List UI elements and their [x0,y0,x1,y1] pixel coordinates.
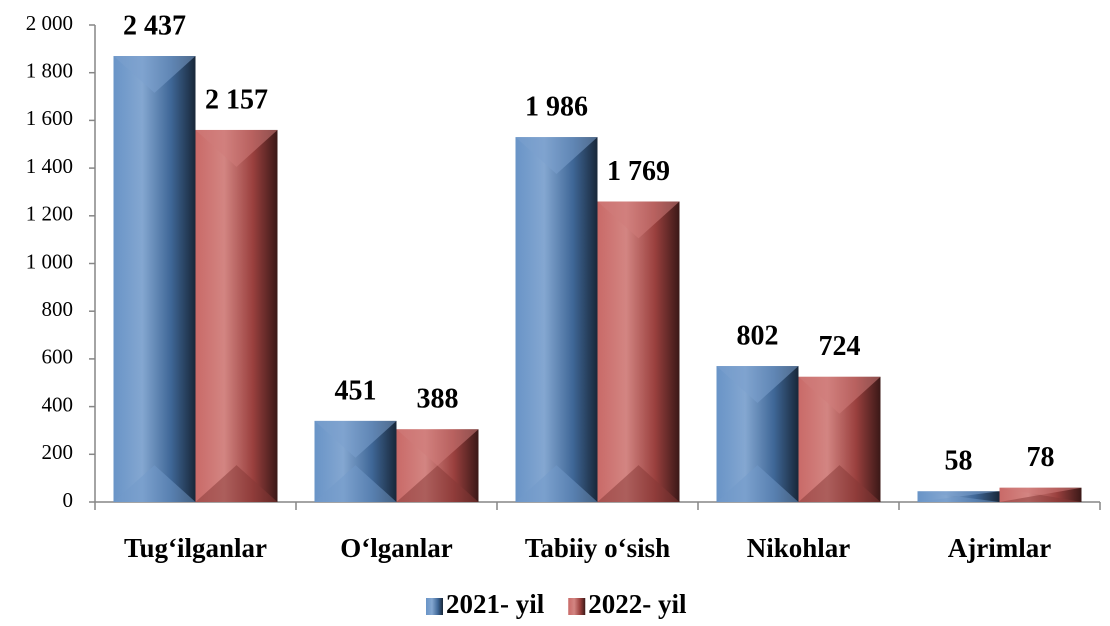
data-label: 802 [737,320,779,351]
y-tick-label: 1 200 [26,202,73,226]
data-label: 1 769 [607,156,670,187]
y-tick-label: 1 800 [26,59,73,83]
x-tick-label: Tug‘ilganlar [124,533,267,563]
data-label: 58 [945,446,973,477]
legend-label: 2021- yil [446,589,545,619]
legend-label: 2022- yil [588,589,687,619]
legend-swatch [568,598,586,615]
y-tick-label: 400 [42,392,74,416]
data-label: 388 [417,384,459,415]
x-tick-label: Tabiiy o‘sish [525,533,670,563]
y-tick-label: 600 [42,345,74,369]
bar [515,137,598,502]
bar [195,129,278,502]
y-tick-label: 1 000 [26,249,73,273]
legend-swatch [426,598,443,615]
data-label: 1 986 [525,92,588,123]
data-label: 2 157 [205,84,268,115]
x-tick-label: Nikohlar [747,533,851,563]
y-tick-label: 2 000 [26,11,73,35]
bar [113,56,196,502]
data-label: 78 [1027,442,1055,473]
y-tick-label: 200 [42,440,74,464]
y-tick-label: 1 600 [26,106,73,130]
data-label: 451 [335,375,377,406]
y-tick-label: 800 [42,297,74,321]
data-label: 2 437 [123,10,186,41]
y-tick-label: 0 [63,488,74,512]
x-tick-label: Ajrimlar [948,533,1051,563]
data-label: 724 [819,331,861,362]
bar [597,201,680,503]
y-tick-label: 1 400 [26,154,73,178]
x-tick-label: O‘lganlar [340,533,453,563]
